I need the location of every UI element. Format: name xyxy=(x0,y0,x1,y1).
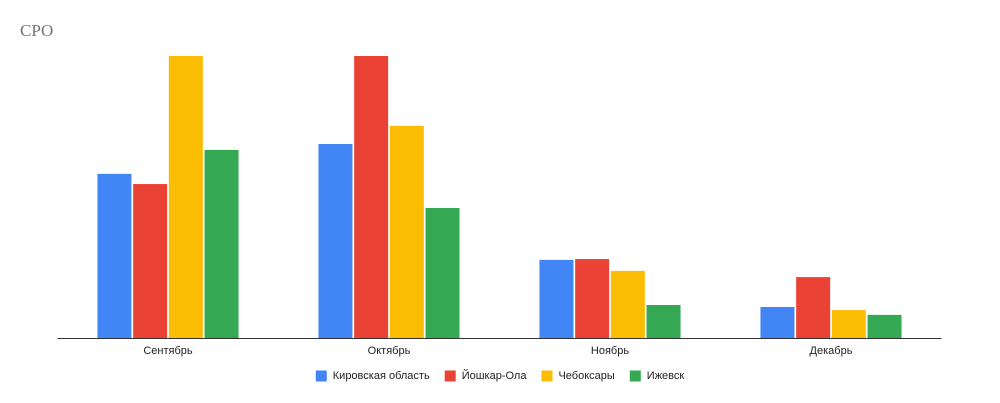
bar xyxy=(425,207,460,338)
x-tick-label: Сентябрь xyxy=(143,345,193,357)
x-tick-label: Ноябрь xyxy=(591,345,629,357)
legend-swatch xyxy=(444,370,456,382)
legend-label: Чебоксары xyxy=(558,370,614,382)
bar xyxy=(610,270,645,338)
bar xyxy=(796,277,831,338)
bar xyxy=(318,143,353,338)
x-tick-label: Октябрь xyxy=(368,345,411,357)
bar xyxy=(760,306,795,338)
bar xyxy=(354,56,389,338)
legend-label: Йошкар-Ола xyxy=(462,369,528,382)
x-tick-label: Декабрь xyxy=(810,345,853,357)
legend-swatch xyxy=(629,370,641,382)
bar xyxy=(646,305,681,338)
legend-swatch xyxy=(541,370,553,382)
bar xyxy=(831,310,866,338)
bar xyxy=(97,173,132,338)
legend-swatch xyxy=(315,370,327,382)
legend-label: Кировская область xyxy=(333,370,430,382)
bar xyxy=(575,259,610,338)
bar xyxy=(389,125,424,338)
bar xyxy=(539,259,574,338)
bar xyxy=(133,184,168,338)
legend-label: Ижевск xyxy=(647,370,685,382)
bar xyxy=(867,314,902,338)
bar xyxy=(204,149,239,338)
chart-title: СРО xyxy=(20,21,53,40)
bar xyxy=(168,56,203,338)
